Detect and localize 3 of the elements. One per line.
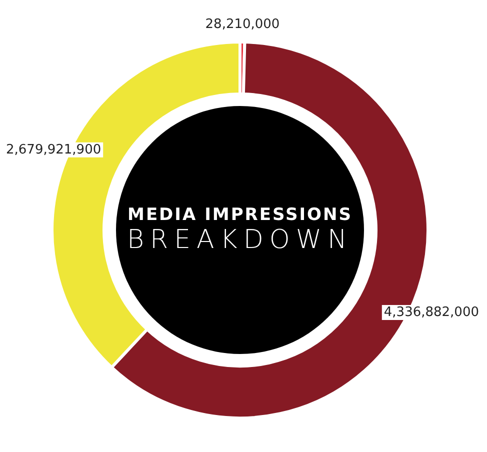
data-label: 2,679,921,900 [6,142,102,158]
data-label: 4,336,882,000 [384,304,479,320]
data-label: 28,210,000 [205,17,280,32]
